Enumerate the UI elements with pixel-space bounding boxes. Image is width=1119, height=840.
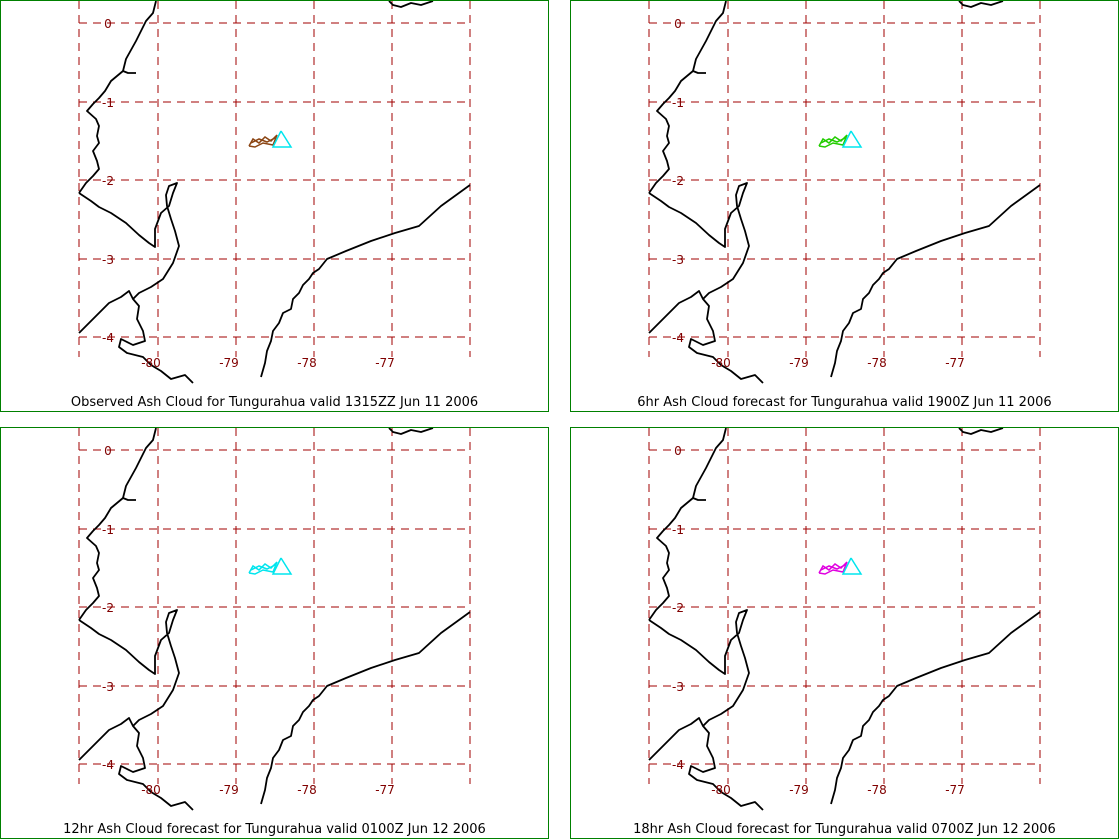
latitude-label: -3 xyxy=(672,680,684,694)
coastline-segment xyxy=(118,298,194,384)
ash-cloud xyxy=(818,134,848,148)
latitude-label: 0 xyxy=(104,444,112,458)
lat-lon-grid xyxy=(648,1,1041,357)
panel-caption: 6hr Ash Cloud forecast for Tungurahua va… xyxy=(637,395,1052,410)
latitude-label: -2 xyxy=(672,601,684,615)
map-panel-12hr: 0 -1 -2 -3 -4 -80 -79 -78 -77 12hr Ash Cloud fore… xyxy=(0,427,549,839)
latitude-label: 0 xyxy=(674,17,682,31)
lat-lon-grid xyxy=(78,428,471,784)
coastline-segment xyxy=(830,184,1041,378)
longitude-label: -80 xyxy=(141,356,161,370)
longitude-label: -78 xyxy=(297,356,317,370)
coastline-segment xyxy=(688,298,764,384)
longitude-label: -79 xyxy=(219,783,239,797)
latitude-label: -2 xyxy=(102,174,114,188)
ash-cloud-map: 0 -1 -2 -3 -4 -80 -79 -78 -77 xyxy=(648,1,1041,384)
latitude-label: -4 xyxy=(102,331,114,345)
ash-cloud xyxy=(248,134,278,148)
latitude-label: -1 xyxy=(102,96,114,110)
latitude-label: -2 xyxy=(672,174,684,188)
lat-lon-grid xyxy=(78,1,471,357)
latitude-label: -2 xyxy=(102,601,114,615)
latitude-label: 0 xyxy=(674,444,682,458)
coastline-segment xyxy=(388,428,434,435)
longitude-label: -77 xyxy=(945,356,965,370)
coastline-segment xyxy=(122,1,157,74)
coastline-segment xyxy=(260,611,471,805)
coastline-segment xyxy=(692,428,727,501)
longitude-label: -77 xyxy=(945,783,965,797)
coastline-segment xyxy=(260,184,471,378)
panel-caption: Observed Ash Cloud for Tungurahua valid … xyxy=(70,395,479,410)
longitude-label: -79 xyxy=(789,783,809,797)
map-panel-18hr: 0 -1 -2 -3 -4 -80 -79 -78 -77 18hr Ash Cloud fore… xyxy=(570,427,1119,839)
ash-cloud-map: 0 -1 -2 -3 -4 -80 -79 -78 -77 xyxy=(78,1,471,384)
coastline-segment xyxy=(648,70,694,194)
coastline-segment xyxy=(958,1,1004,8)
latitude-label: -4 xyxy=(672,758,684,772)
coastline-segment xyxy=(122,428,157,501)
coastline-segment xyxy=(78,497,124,621)
latitude-label: -4 xyxy=(102,758,114,772)
ash-cloud xyxy=(248,561,278,575)
latitude-label: -1 xyxy=(672,96,684,110)
coastline-segment xyxy=(688,725,764,811)
ash-cloud-map: 0 -1 -2 -3 -4 -80 -79 -78 -77 xyxy=(648,428,1041,811)
longitude-label: -79 xyxy=(789,356,809,370)
latitude-label: -3 xyxy=(672,253,684,267)
longitude-label: -77 xyxy=(375,783,395,797)
volcano-marker-icon xyxy=(271,130,293,148)
coastline-segment xyxy=(388,1,434,8)
volcano-marker-icon xyxy=(841,130,863,148)
longitude-label: -78 xyxy=(297,783,317,797)
coastline-segment xyxy=(648,609,750,761)
longitude-label: -78 xyxy=(867,356,887,370)
coastline-segment xyxy=(118,725,194,811)
latitude-label: 0 xyxy=(104,17,112,31)
coastline-segment xyxy=(78,70,124,194)
longitude-label: -77 xyxy=(375,356,395,370)
volcano-marker-icon xyxy=(841,557,863,575)
longitude-label: -80 xyxy=(711,356,731,370)
coastline-segment xyxy=(78,609,180,761)
coastline-segment xyxy=(648,182,750,334)
panel-caption: 18hr Ash Cloud forecast for Tungurahua v… xyxy=(633,822,1056,837)
coastline-segment xyxy=(78,182,180,334)
coastline xyxy=(78,1,471,384)
coastline-segment xyxy=(958,428,1004,435)
coastline-segment xyxy=(648,497,694,621)
ash-cloud xyxy=(818,561,848,575)
volcano-marker-icon xyxy=(271,557,293,575)
map-panel-observed: 0 -1 -2 -3 -4 -80 -79 -78 -77 Observed Ash Cloud … xyxy=(0,0,549,412)
longitude-label: -78 xyxy=(867,783,887,797)
coastline-segment xyxy=(830,611,1041,805)
coastline xyxy=(648,428,1041,811)
ash-cloud-map: 0 -1 -2 -3 -4 -80 -79 -78 -77 xyxy=(78,428,471,811)
longitude-label: -79 xyxy=(219,356,239,370)
latitude-label: -1 xyxy=(102,523,114,537)
longitude-label: -80 xyxy=(141,783,161,797)
latitude-label: -3 xyxy=(102,680,114,694)
coastline-segment xyxy=(692,1,727,74)
map-panel-6hr: 0 -1 -2 -3 -4 -80 -79 -78 -77 6hr Ash Cloud forec… xyxy=(570,0,1119,412)
latitude-label: -1 xyxy=(672,523,684,537)
latitude-label: -4 xyxy=(672,331,684,345)
coastline xyxy=(648,1,1041,384)
coastline xyxy=(78,428,471,811)
longitude-label: -80 xyxy=(711,783,731,797)
lat-lon-grid xyxy=(648,428,1041,784)
panel-caption: 12hr Ash Cloud forecast for Tungurahua v… xyxy=(63,822,486,837)
latitude-label: -3 xyxy=(102,253,114,267)
